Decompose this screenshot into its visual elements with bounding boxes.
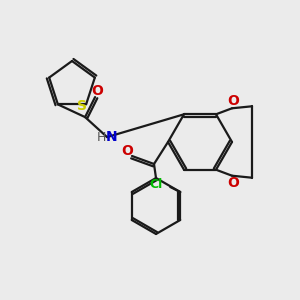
Text: O: O [121,144,133,158]
Text: O: O [91,84,103,98]
Text: Cl: Cl [150,178,163,191]
Text: O: O [227,94,239,108]
Text: H: H [96,130,106,144]
Text: S: S [77,99,87,113]
Text: N: N [105,130,117,144]
Text: O: O [227,176,239,190]
